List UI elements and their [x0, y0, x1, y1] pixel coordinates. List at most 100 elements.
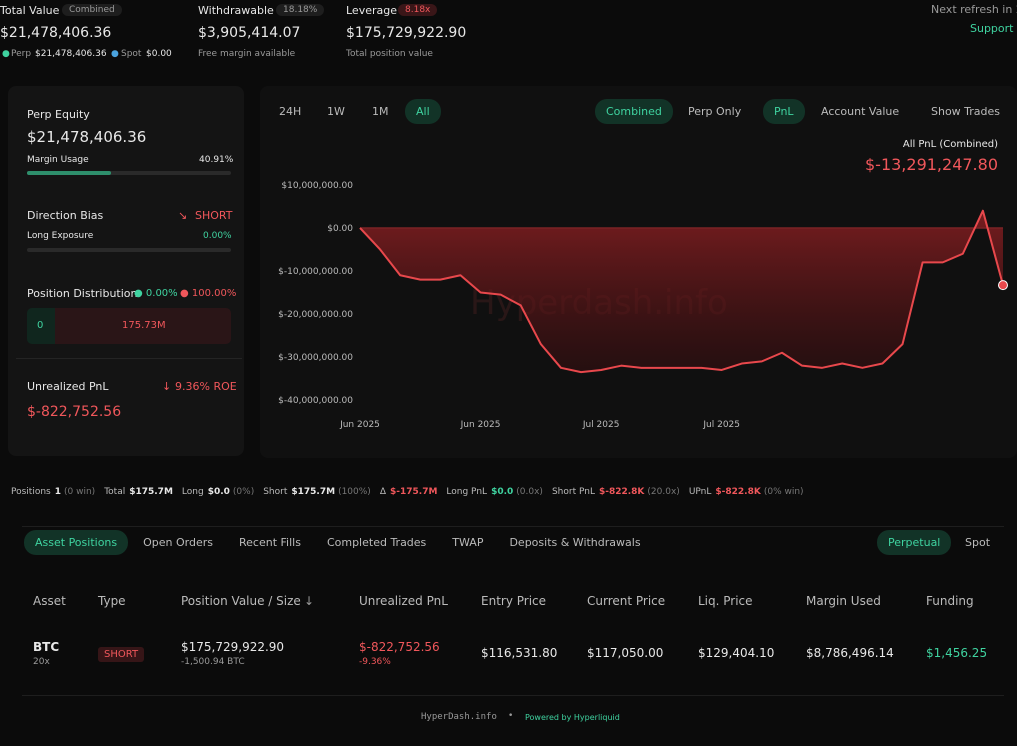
value: 0.00%	[145, 288, 178, 299]
footer-site: HyperDash.info	[421, 712, 497, 722]
badge: 8.18x	[398, 4, 438, 16]
cell: -1,500.94 BTC	[181, 657, 245, 667]
stat-value: $175.7M	[291, 487, 336, 497]
type-badge: SHORT	[98, 647, 145, 662]
support-link[interactable]: Support u	[970, 22, 1017, 35]
cell: $8,786,496.14	[806, 646, 894, 660]
label: Spot	[121, 49, 142, 59]
divider	[22, 695, 1004, 696]
cell: $1,456.25	[926, 646, 988, 660]
footer-powered[interactable]: Powered by Hyperliquid	[525, 713, 620, 722]
badge: 18.18%	[276, 4, 325, 16]
divider	[22, 526, 1004, 527]
y-tick-label: $0.00	[327, 224, 353, 234]
stat: Long PnL $0.0 (0.0x)	[446, 487, 543, 497]
tab[interactable]: Deposits & Withdrawals	[509, 536, 641, 549]
stat-value: $-822.8K	[598, 487, 645, 497]
tab[interactable]: Open Orders	[143, 536, 213, 549]
market-tab[interactable]: Perpetual	[877, 530, 952, 555]
stat-note: (0% win)	[763, 487, 804, 497]
label: Leverage	[346, 4, 397, 17]
range-button[interactable]: 1M	[372, 105, 389, 118]
stat: Positions 1 (0 win)	[11, 487, 95, 497]
range-button[interactable]: All	[405, 99, 441, 124]
x-tick-label: Jul 2025	[582, 420, 620, 430]
market-tab[interactable]: Spot	[965, 536, 991, 549]
stat-note: (0.0x)	[516, 487, 543, 497]
stat-value: 1	[54, 487, 61, 497]
x-tick-label: Jun 2025	[339, 420, 380, 430]
stat-label: Long PnL	[446, 487, 488, 497]
separator: •	[508, 711, 514, 721]
sub: Total position value	[346, 49, 433, 59]
label: Margin Usage	[27, 155, 89, 165]
column-header: Liq. Price	[698, 594, 753, 608]
value: 0.00%	[203, 231, 232, 241]
value: 0	[37, 320, 44, 331]
metric-button[interactable]: Account Value	[821, 105, 900, 118]
stat-value: $175.7M	[129, 487, 173, 497]
stat-label: Short PnL	[551, 487, 595, 497]
cell: $129,404.10	[698, 646, 775, 660]
chart-current: $-13,291,247.80	[864, 155, 998, 174]
sub: Free margin available	[198, 49, 296, 59]
x-tick-label: Jul 2025	[702, 420, 740, 430]
progress-track	[27, 248, 231, 252]
range-button[interactable]: 24H	[279, 105, 302, 118]
sort-icon: ↓	[304, 594, 315, 608]
value: $21,478,406.36	[35, 49, 107, 59]
label: Withdrawable	[198, 4, 274, 17]
refresh: Next refresh in 26	[931, 3, 1017, 16]
label: Perp	[11, 49, 32, 59]
tab[interactable]: Completed Trades	[326, 536, 427, 549]
column-header: Funding	[926, 594, 974, 608]
tab[interactable]: Recent Fills	[239, 536, 301, 549]
value: $21,478,406.36	[0, 25, 112, 41]
stat: Δ $-175.7M	[380, 487, 438, 497]
tab[interactable]: Asset Positions	[24, 530, 129, 555]
y-tick-label: $-20,000,000.00	[278, 310, 353, 320]
value: 100.00%	[191, 288, 237, 299]
chart-caption: All PnL (Combined)	[902, 139, 998, 150]
tab[interactable]: TWAP	[452, 536, 484, 549]
cell: $175,729,922.90	[181, 640, 285, 654]
cell: $116,531.80	[481, 646, 558, 660]
pnl-chart: $10,000,000.00 $0.00 $-10,000,000.00 $-20,0…	[278, 181, 1008, 430]
stat-label: Δ	[379, 487, 386, 497]
y-tick-label: $10,000,000.00	[281, 181, 353, 191]
stat: Short $175.7M (100%)	[263, 487, 371, 497]
column-header: Unrealized PnL	[359, 594, 448, 608]
value: ● 100.00%	[180, 288, 237, 299]
divider	[16, 358, 242, 359]
long-bar	[27, 308, 55, 344]
label: Position Distribution	[27, 287, 138, 300]
stat: Long $0.0 (0%)	[182, 487, 254, 497]
cell: 20x	[33, 657, 50, 667]
range-button[interactable]: 1W	[327, 105, 345, 118]
value: 40.91%	[199, 155, 234, 165]
column-header: Position Value / Size	[181, 594, 301, 608]
progress-fill	[27, 171, 111, 175]
icon: ↘	[178, 209, 188, 222]
stat-value: $0.0	[491, 487, 514, 497]
column-header: Asset	[33, 594, 66, 608]
show-trades[interactable]: Show Trades	[931, 105, 1001, 118]
y-tick-label: $-10,000,000.00	[278, 267, 353, 277]
progress-track	[27, 171, 231, 175]
mode-button[interactable]: Perp Only	[688, 105, 742, 118]
stat-value: $0.0	[207, 487, 230, 497]
metric-button[interactable]: PnL	[763, 99, 805, 124]
value: $3,905,414.07	[198, 25, 301, 41]
label: Long Exposure	[27, 231, 94, 241]
cell: BTC	[33, 640, 60, 654]
stat: Short PnL $-822.8K (20.0x)	[552, 487, 680, 497]
label: Perp Equity	[27, 108, 90, 121]
pnl-area	[360, 210, 1003, 373]
stat-label: Short	[263, 487, 288, 497]
value: 9.36% ROE	[175, 380, 237, 393]
value: SHORT	[195, 209, 233, 222]
mode-button[interactable]: Combined	[595, 99, 673, 124]
stat-note: (100%)	[338, 487, 371, 497]
column-header: Entry Price	[481, 594, 547, 608]
